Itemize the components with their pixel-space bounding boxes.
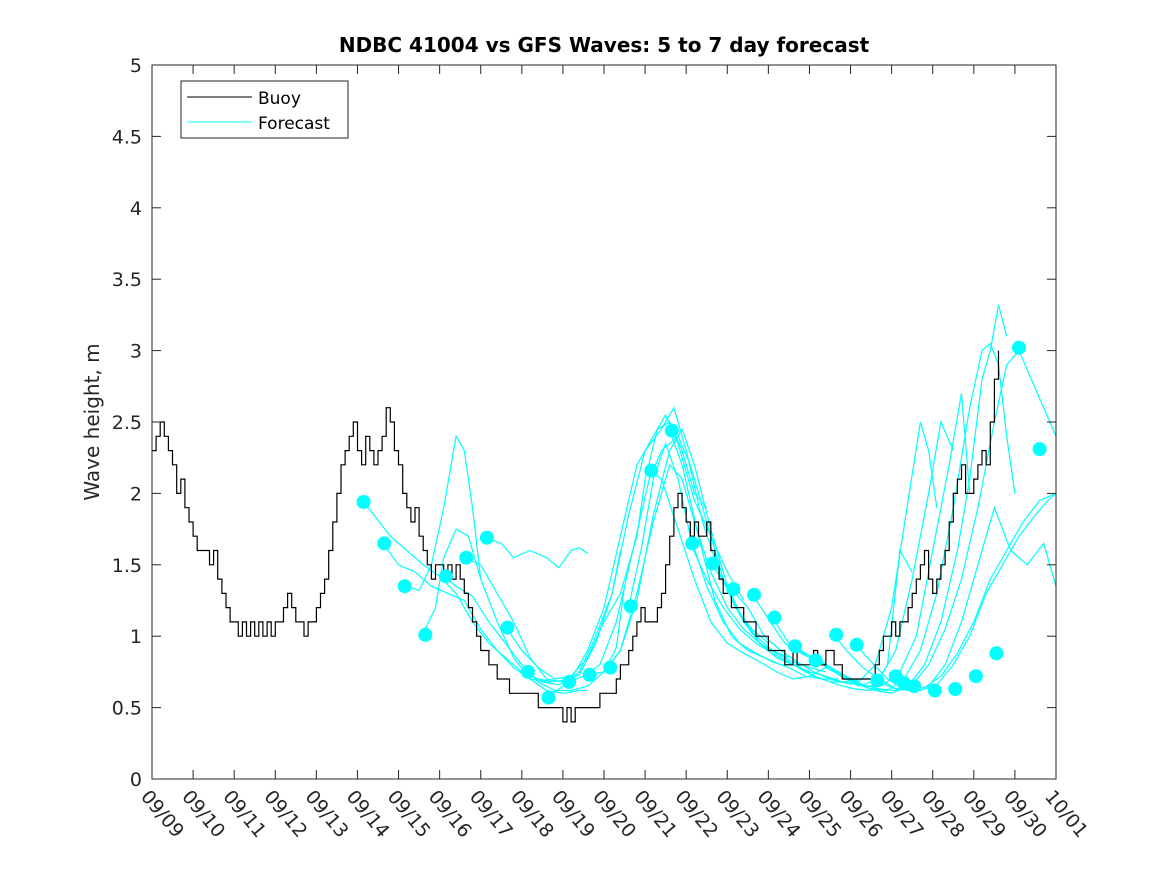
y-tick-label-6: 3 [130,341,142,363]
forecast-marker-7 [500,620,515,635]
forecast-line-3 [422,528,588,694]
y-axis-label: Wave height, m [80,343,104,500]
forecast-marker-11 [582,667,597,682]
forecast-line-9 [546,406,769,699]
legend: Buoy Forecast [180,80,349,139]
forecast-marker-22 [808,653,823,668]
forecast-marker-14 [644,463,659,478]
forecast-marker-0 [356,495,371,509]
forecast-marker-10 [562,674,577,689]
forecast-marker-6 [479,530,494,545]
forecast-line-2 [402,434,482,592]
forecast-marker-3 [418,627,433,642]
y-tick-label-7: 3.5 [112,269,142,291]
forecast-marker-31 [968,669,983,684]
forecast-marker-15 [664,423,679,438]
forecast-line-7 [504,421,708,680]
plot-area: 00.511.522.533.544.5509/0909/1009/1109/1… [112,55,1092,842]
forecast-marker-21 [788,639,803,654]
y-tick-label-8: 4 [130,198,142,220]
forecast-marker-18 [726,582,741,597]
forecast-line-12 [607,463,827,673]
forecast-marker-9 [541,690,556,705]
chart-title: NDBC 41004 vs GFS Waves: 5 to 7 day fore… [339,33,870,57]
y-tick-label-4: 2 [130,483,142,505]
forecast-marker-4 [438,569,453,584]
series-layer [152,304,1057,723]
y-tick-label-0: 0 [130,769,142,791]
legend-box [180,80,349,139]
legend-forecast-label: Forecast [258,114,330,134]
y-tick-label-5: 2.5 [112,412,142,434]
forecast-line-23 [833,505,1057,692]
forecast-marker-19 [747,587,761,602]
forecast-line-17 [710,421,938,683]
forecast-marker-23 [829,627,844,642]
forecast-line-18 [730,419,954,686]
forecast-marker-30 [948,682,963,696]
forecast-marker-20 [767,610,782,625]
forecast-marker-12 [603,660,618,675]
forecast-marker-16 [685,536,700,551]
y-tick-label-2: 1 [130,626,142,648]
forecast-marker-25 [870,673,885,688]
forecast-marker-5 [459,550,474,565]
y-tick-label-1: 0.5 [112,698,142,720]
forecast-marker-33 [1012,340,1026,355]
forecast-line-21 [792,304,1008,694]
forecast-line-24 [854,492,1057,692]
forecast-marker-13 [623,599,638,614]
axes-box [151,64,1057,780]
forecast-marker-2 [397,579,412,594]
forecast-marker-29 [927,683,942,698]
forecast-marker-17 [705,556,720,571]
forecast-marker-34 [1032,442,1047,457]
forecast-line-14 [648,470,860,687]
forecast-marker-32 [989,646,1004,661]
legend-buoy-label: Buoy [258,89,301,109]
forecast-marker-24 [849,637,864,652]
y-tick-label-10: 5 [130,55,142,77]
forecast-marker-28 [907,679,922,694]
forecast-marker-1 [377,536,392,551]
forecast-line-22 [813,349,1057,692]
y-tick-label-9: 4.5 [112,126,142,148]
y-tick-label-3: 1.5 [112,555,142,577]
forecast-line-6 [484,537,588,569]
forecast-marker-8 [521,664,535,679]
